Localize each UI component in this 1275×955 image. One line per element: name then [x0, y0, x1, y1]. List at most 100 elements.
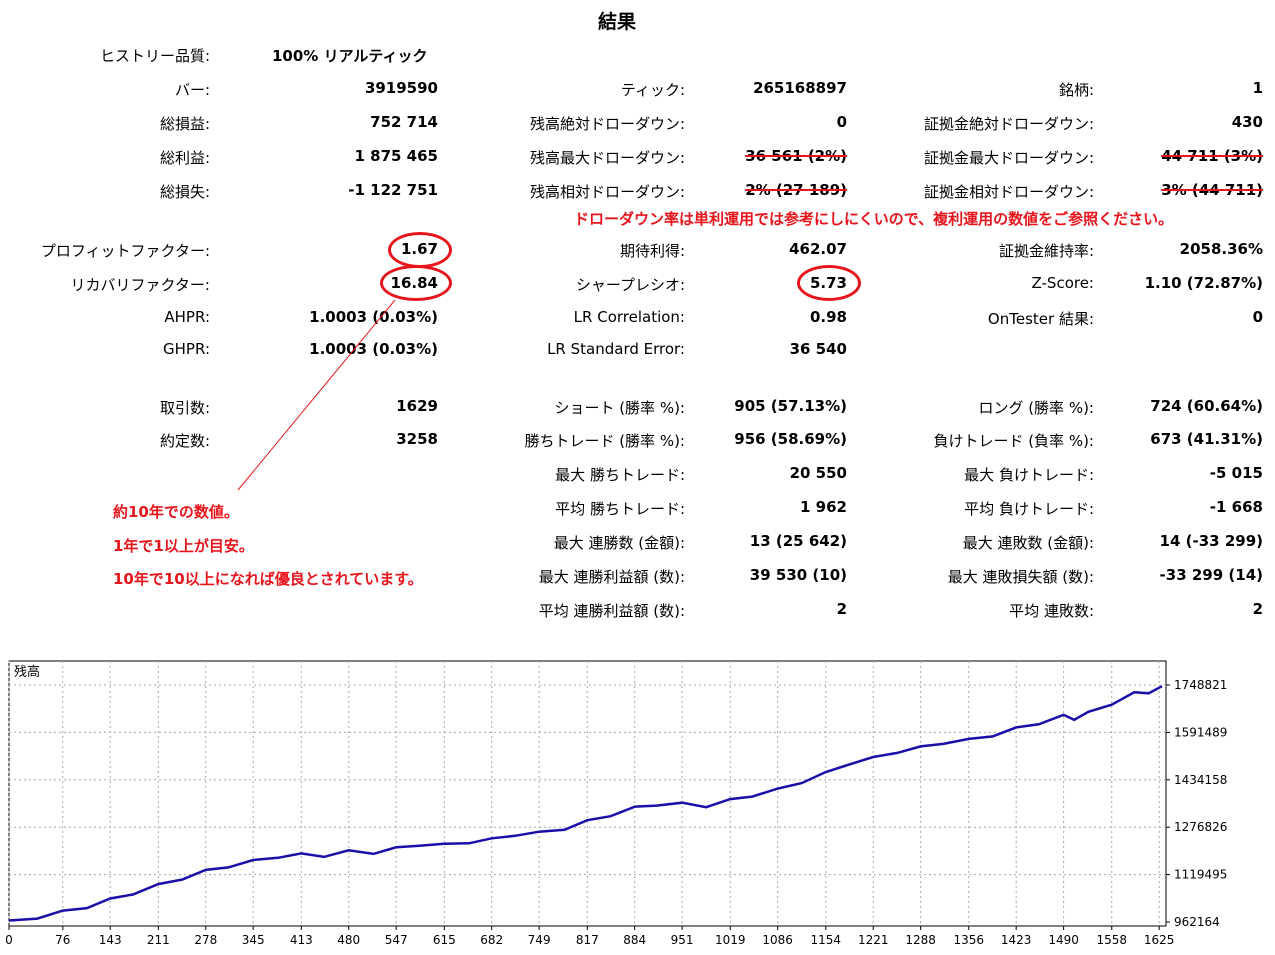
- x-tick-label: 1490: [1048, 933, 1079, 947]
- x-tick-label: 817: [576, 933, 599, 947]
- x-tick-label: 345: [242, 933, 265, 947]
- col2-value-0: 265168897: [753, 79, 847, 97]
- col3-label-7: ロング (勝率 %):: [978, 399, 1094, 417]
- col3-value-8: 673 (41.31%): [1150, 430, 1263, 448]
- col2-value-4: 462.07: [789, 240, 847, 258]
- col3-value-9: -5 015: [1209, 464, 1263, 482]
- col1-value-8: 1629: [396, 397, 438, 415]
- col3-value-7: 724 (60.64%): [1150, 397, 1263, 415]
- col1-value-1: 752 714: [370, 113, 438, 131]
- col3-value-10: -1 668: [1209, 498, 1263, 516]
- page-title: 結果: [598, 11, 637, 33]
- highlight-circle-recovery-factor: [380, 265, 452, 301]
- col2-label-9: 勝ちトレード (勝率 %):: [524, 432, 685, 450]
- x-tick-label: 615: [433, 933, 456, 947]
- x-tick-label: 278: [194, 933, 217, 947]
- col3-value-5: 1.10 (72.87%): [1144, 274, 1263, 292]
- col1-label-9: 約定数:: [159, 432, 210, 450]
- x-tick-label: 1625: [1144, 933, 1175, 947]
- col2-label-0: ティック:: [620, 81, 685, 99]
- col3-label-1: 証拠金絶対ドローダウン:: [923, 115, 1094, 133]
- col3-label-4: 証拠金維持率:: [998, 242, 1094, 260]
- col2-value-2: 36 561 (2%): [745, 147, 847, 165]
- col1-label-4: プロフィットファクター:: [40, 242, 210, 260]
- x-tick-label: 143: [99, 933, 122, 947]
- col3-label-8: 負けトレード (負率 %):: [933, 432, 1094, 450]
- x-tick-label: 413: [290, 933, 313, 947]
- col3-label-13: 平均 連敗数:: [1009, 602, 1094, 620]
- col3-value-6: 0: [1252, 308, 1263, 326]
- col2-label-14: 平均 連勝利益額 (数):: [538, 602, 685, 620]
- x-tick-label: 749: [528, 933, 551, 947]
- col3-label-10: 平均 負けトレード:: [964, 500, 1094, 518]
- col1-label-6: AHPR:: [164, 308, 210, 326]
- col2-label-11: 平均 勝ちトレード:: [555, 500, 685, 518]
- col2-value-11: 1 962: [800, 498, 847, 516]
- col2-value-9: 956 (58.69%): [734, 430, 847, 448]
- col1-label-5: リカバリファクター:: [70, 276, 210, 294]
- col3-value-12: -33 299 (14): [1159, 566, 1263, 584]
- col3-value-2: 44 711 (3%): [1161, 147, 1263, 165]
- col1-value-2: 1 875 465: [354, 147, 438, 165]
- col1-value-3: -1 122 751: [348, 181, 438, 199]
- col2-value-13: 39 530 (10): [749, 566, 847, 584]
- col3-label-9: 最大 負けトレード:: [964, 466, 1094, 484]
- col1-value-0: 3919590: [364, 79, 438, 97]
- col2-value-8: 905 (57.13%): [734, 397, 847, 415]
- col3-value-13: 2: [1252, 600, 1263, 618]
- history-quality-value: 100% リアルティック: [272, 47, 428, 65]
- note-line-2: 1年で1以上が目安。: [113, 537, 254, 555]
- col2-label-2: 残高最大ドローダウン:: [529, 149, 685, 167]
- x-tick-label: 682: [480, 933, 503, 947]
- x-tick-label: 951: [671, 933, 694, 947]
- x-tick-label: 1423: [1001, 933, 1032, 947]
- x-tick-label: 480: [337, 933, 360, 947]
- x-tick-label: 1558: [1096, 933, 1127, 947]
- col3-label-0: 銘柄:: [1058, 81, 1094, 99]
- col3-label-11: 最大 連敗数 (金額):: [962, 534, 1094, 552]
- y-tick-label: 1119495: [1174, 868, 1227, 882]
- x-tick-label: 1086: [762, 933, 793, 947]
- col3-value-3: 3% (44 711): [1161, 181, 1263, 199]
- history-quality-label: ヒストリー品質:: [99, 47, 210, 65]
- col2-value-7: 36 540: [789, 340, 847, 358]
- x-tick-label: 211: [147, 933, 170, 947]
- chart-title: 残高: [14, 664, 40, 680]
- col2-label-12: 最大 連勝数 (金額):: [553, 534, 685, 552]
- col2-value-10: 20 550: [789, 464, 847, 482]
- col2-label-7: LR Standard Error:: [547, 340, 685, 358]
- col2-label-10: 最大 勝ちトレード:: [555, 466, 685, 484]
- col3-value-1: 430: [1231, 113, 1263, 131]
- balance-series-line: [8, 685, 1163, 922]
- x-tick-label: 547: [385, 933, 408, 947]
- x-tick-label: 1154: [811, 933, 842, 947]
- x-tick-label: 1019: [715, 933, 746, 947]
- col3-label-5: Z-Score:: [1031, 274, 1095, 292]
- x-tick-label: 1356: [953, 933, 984, 947]
- col1-value-9: 3258: [396, 430, 438, 448]
- col2-value-3: 2% (27 189): [745, 181, 847, 199]
- x-tick-label: 884: [623, 933, 646, 947]
- y-tick-label: 1434158: [1174, 773, 1227, 787]
- col3-label-3: 証拠金相対ドローダウン:: [923, 183, 1094, 201]
- x-tick-label: 0: [5, 933, 13, 947]
- col3-value-4: 2058.36%: [1179, 240, 1263, 258]
- col2-label-1: 残高絶対ドローダウン:: [529, 115, 685, 133]
- highlight-circle-sharpe: [797, 265, 861, 301]
- col2-value-14: 2: [836, 600, 847, 618]
- col1-label-2: 総利益:: [159, 149, 210, 167]
- col2-value-1: 0: [836, 113, 847, 131]
- drawdown-note: ドローダウン率は単利運用では参考にしにくいので、複利運用の数値をご参照ください。: [574, 210, 1174, 228]
- col3-label-6: OnTester 結果:: [987, 310, 1094, 328]
- x-tick-label: 1221: [858, 933, 889, 947]
- y-tick-label: 962164: [1174, 915, 1220, 929]
- col3-value-0: 1: [1252, 79, 1263, 97]
- col1-label-1: 総損益:: [159, 115, 210, 133]
- note-line-1: 約10年での数値。: [113, 503, 239, 521]
- annotation-pointer-line: [237, 299, 396, 491]
- col2-label-4: 期待利得:: [619, 242, 685, 260]
- x-tick-label: 76: [55, 933, 70, 947]
- y-tick-label: 1748821: [1174, 678, 1227, 692]
- col2-label-13: 最大 連勝利益額 (数):: [538, 568, 685, 586]
- col1-value-7: 1.0003 (0.03%): [309, 340, 438, 358]
